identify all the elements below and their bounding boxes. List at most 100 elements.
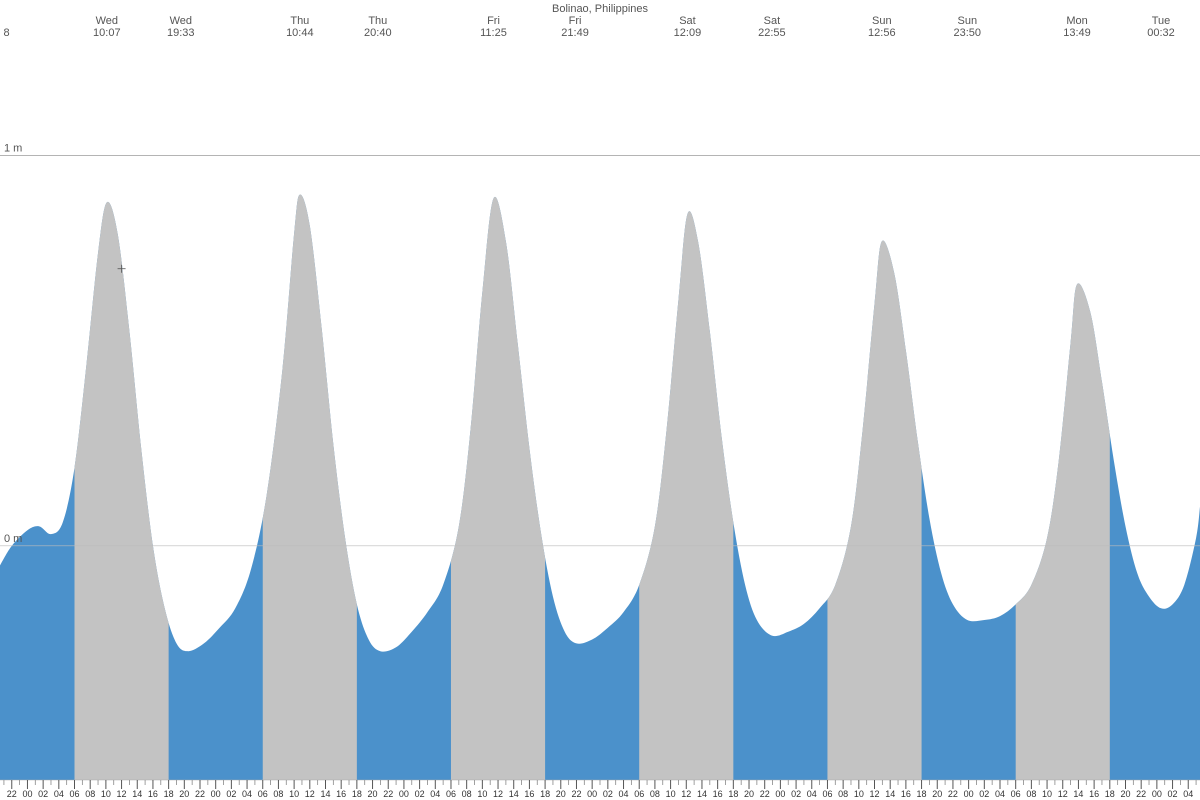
hour-label: 02 [791,789,801,799]
hour-label: 12 [305,789,315,799]
hour-label: 04 [995,789,1005,799]
hour-label: 12 [493,789,503,799]
header-day-label: Fri [569,15,582,27]
hour-label: 14 [885,789,895,799]
hour-label: 18 [917,789,927,799]
header-time-label: 8 [3,27,9,39]
hour-label: 00 [775,789,785,799]
header-day-label: Sat [764,15,781,27]
hour-label: 18 [352,789,362,799]
header-time-label: 12:09 [674,27,702,39]
hour-label: 10 [666,789,676,799]
hour-label: 08 [462,789,472,799]
hour-label: 08 [650,789,660,799]
header-time-label: 11:25 [480,27,507,39]
y-axis-label: 0 m [4,533,22,545]
hour-label: 20 [932,789,942,799]
y-axis-label: 1 m [4,143,22,155]
tide-chart: 1 m0 mBolinao, Philippines8Wed10:07Wed19… [0,0,1200,800]
hour-label: 02 [38,789,48,799]
hour-label: 16 [524,789,534,799]
hour-label: 08 [273,789,283,799]
hour-label: 18 [728,789,738,799]
hour-label: 20 [1120,789,1130,799]
header-day-label: Sun [872,15,892,27]
header-day-label: Wed [170,15,192,27]
hour-label: 12 [681,789,691,799]
hour-label: 08 [85,789,95,799]
header-day-label: Tue [1152,15,1171,27]
hour-label: 02 [1168,789,1178,799]
hour-label: 20 [744,789,754,799]
hour-label: 04 [54,789,64,799]
header-time-label: 13:49 [1063,27,1091,39]
header-time-label: 20:40 [364,27,392,39]
hour-label: 14 [509,789,519,799]
header-day-label: Thu [368,15,387,27]
hour-label: 06 [258,789,268,799]
hour-label: 16 [1089,789,1099,799]
hour-label: 06 [822,789,832,799]
hour-label: 06 [1011,789,1021,799]
hour-label: 10 [854,789,864,799]
hour-label: 02 [603,789,613,799]
header-day-label: Sat [679,15,696,27]
hour-label: 02 [226,789,236,799]
hour-label: 04 [807,789,817,799]
hour-label: 22 [195,789,205,799]
hour-label: 22 [571,789,581,799]
hour-label: 10 [101,789,111,799]
hour-label: 12 [117,789,127,799]
hour-label: 04 [430,789,440,799]
header-day-label: Mon [1066,15,1087,27]
hour-label: 20 [556,789,566,799]
hour-label: 04 [1183,789,1193,799]
hour-label: 22 [7,789,17,799]
header-day-label: Wed [96,15,118,27]
hour-label: 14 [132,789,142,799]
header-time-label: 12:56 [868,27,896,39]
hour-label: 08 [1026,789,1036,799]
hour-label: 22 [760,789,770,799]
hour-label: 14 [1073,789,1083,799]
header-time-label: 19:33 [167,27,195,39]
hour-label: 22 [948,789,958,799]
hour-label: 18 [1105,789,1115,799]
hour-label: 12 [1058,789,1068,799]
hour-label: 16 [713,789,723,799]
hour-label: 06 [70,789,80,799]
hour-label: 00 [399,789,409,799]
hour-label: 12 [870,789,880,799]
hour-label: 20 [368,789,378,799]
hour-label: 16 [148,789,158,799]
hour-label: 22 [383,789,393,799]
hour-label: 20 [179,789,189,799]
hour-label: 16 [336,789,346,799]
hour-label: 00 [587,789,597,799]
header-day-label: Sun [958,15,978,27]
hour-label: 18 [164,789,174,799]
hour-label: 14 [320,789,330,799]
header-day-label: Fri [487,15,500,27]
header-time-label: 10:44 [286,27,314,39]
chart-title: Bolinao, Philippines [552,3,649,15]
hour-label: 04 [619,789,629,799]
hour-label: 04 [242,789,252,799]
hour-label: 06 [634,789,644,799]
hour-label: 00 [211,789,221,799]
header-time-label: 22:55 [758,27,786,39]
header-time-label: 10:07 [93,27,121,39]
hour-label: 08 [838,789,848,799]
hour-label: 06 [446,789,456,799]
hour-label: 00 [22,789,32,799]
header-time-label: 23:50 [954,27,982,39]
hour-label: 00 [964,789,974,799]
hour-label: 02 [979,789,989,799]
hour-label: 14 [697,789,707,799]
chart-svg[interactable]: 1 m0 mBolinao, Philippines8Wed10:07Wed19… [0,0,1200,800]
hour-label: 10 [477,789,487,799]
header-time-label: 00:32 [1147,27,1175,39]
hour-label: 16 [901,789,911,799]
header-day-label: Thu [290,15,309,27]
hour-label: 10 [1042,789,1052,799]
